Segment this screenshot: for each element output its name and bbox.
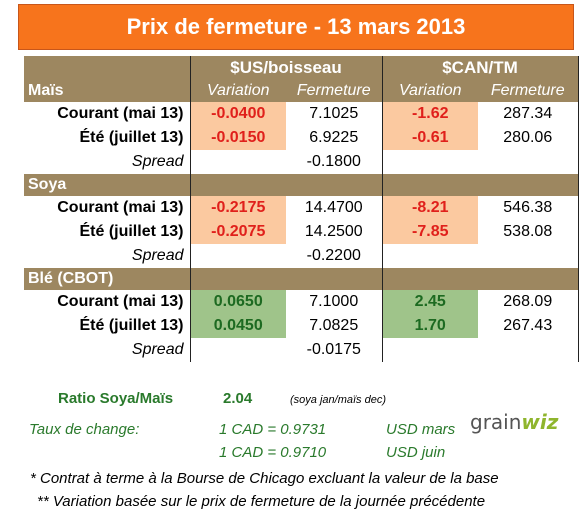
grainwiz-logo: grainwiz — [470, 410, 559, 434]
usd-variation-header: Variation — [189, 80, 286, 102]
spread-label: Spread — [131, 341, 184, 358]
row-label: Courant (mai 13) — [57, 105, 184, 122]
exchange-rate-1: 1 CAD = 0.9731 — [219, 421, 327, 438]
usd-close: 14.2500 — [304, 223, 363, 240]
column-header-row: Maïs Variation Fermeture Variation Ferme… — [24, 80, 579, 102]
usd-close: 14.4700 — [304, 199, 363, 216]
spread-row: Spread -0.2200 — [24, 244, 579, 268]
exchange-rate-2: 1 CAD = 0.9710 — [219, 444, 327, 461]
section-label: Soya — [24, 174, 190, 196]
usd-variation: -0.0150 — [189, 126, 286, 150]
usd-variation: 0.0450 — [189, 314, 286, 338]
footnote-2: ** Variation basée sur le prix de fermet… — [37, 493, 486, 510]
cad-variation: -0.61 — [381, 126, 478, 150]
report-title: Prix de fermeture - 13 mars 2013 — [18, 4, 574, 50]
exchange-label: Taux de change: — [29, 421, 140, 438]
table-row: Courant (mai 13) -0.2175 14.4700 -8.21 5… — [24, 196, 579, 220]
table-row: Été (juillet 13) 0.0450 7.0825 1.70 267.… — [24, 314, 579, 338]
cad-close: 546.38 — [478, 196, 579, 220]
section-label: Blé (CBOT) — [24, 268, 190, 290]
cad-close: 538.08 — [478, 220, 579, 244]
spread-value: -0.2200 — [306, 247, 361, 264]
table-row: Courant (mai 13) -0.0400 7.1025 -1.62 28… — [24, 102, 579, 126]
row-label: Été (juillet 13) — [79, 317, 184, 334]
cad-header: $CAN/TM — [381, 56, 579, 80]
cad-variation: -1.62 — [381, 102, 478, 126]
usd-variation: -0.0400 — [189, 102, 286, 126]
cad-close: 267.43 — [478, 314, 579, 338]
usd-close: 7.0825 — [309, 317, 359, 334]
usd-close: 6.9225 — [309, 129, 359, 146]
row-label: Été (juillet 13) — [79, 223, 184, 240]
usd-variation: -0.2075 — [189, 220, 286, 244]
spread-value: -0.0175 — [306, 341, 361, 358]
cad-variation-header: Variation — [381, 80, 478, 102]
cad-fermeture-header: Fermeture — [478, 80, 579, 102]
cad-variation: -7.85 — [381, 220, 478, 244]
table-row: Courant (mai 13) 0.0650 7.1000 2.45 268.… — [24, 290, 579, 314]
usd-close: 7.1000 — [309, 293, 359, 310]
section-header-row: Soya — [24, 174, 579, 196]
cad-close: 268.09 — [478, 290, 579, 314]
ratio-label: Ratio Soya/Maïs — [58, 390, 174, 407]
spread-label: Spread — [131, 153, 184, 170]
price-table: $US/boisseau $CAN/TM Maïs Variation Ferm… — [24, 56, 579, 362]
table-row: Été (juillet 13) -0.2075 14.2500 -7.85 5… — [24, 220, 579, 244]
spread-label: Spread — [131, 247, 184, 264]
spread-row: Spread -0.1800 — [24, 150, 579, 174]
usd-header: $US/boisseau — [189, 56, 382, 80]
table-row: Été (juillet 13) -0.0150 6.9225 -0.61 28… — [24, 126, 579, 150]
row-label: Été (juillet 13) — [79, 129, 184, 146]
footnote-1: * Contrat à terme à la Bourse de Chicago… — [30, 470, 499, 487]
row-label: Courant (mai 13) — [57, 199, 184, 216]
exchange-unit-2: USD juin — [386, 444, 446, 461]
spread-row: Spread -0.0175 — [24, 338, 579, 362]
cad-close: 287.34 — [478, 102, 579, 126]
cad-variation: 1.70 — [381, 314, 478, 338]
cad-variation: 2.45 — [381, 290, 478, 314]
usd-fermeture-header: Fermeture — [286, 80, 382, 102]
usd-close: 7.1025 — [309, 105, 359, 122]
ratio-value: 2.04 — [223, 390, 253, 407]
usd-variation: 0.0650 — [189, 290, 286, 314]
cad-close: 280.06 — [478, 126, 579, 150]
usd-variation: -0.2175 — [189, 196, 286, 220]
spread-value: -0.1800 — [306, 153, 361, 170]
cad-variation: -8.21 — [381, 196, 478, 220]
section-header-row: Blé (CBOT) — [24, 268, 579, 290]
section-label: Maïs — [24, 80, 190, 102]
ratio-note: (soya jan/maïs dec) — [290, 394, 386, 406]
row-label: Courant (mai 13) — [57, 293, 184, 310]
exchange-unit-1: USD mars — [386, 421, 456, 438]
currency-header-row: $US/boisseau $CAN/TM — [24, 56, 579, 80]
